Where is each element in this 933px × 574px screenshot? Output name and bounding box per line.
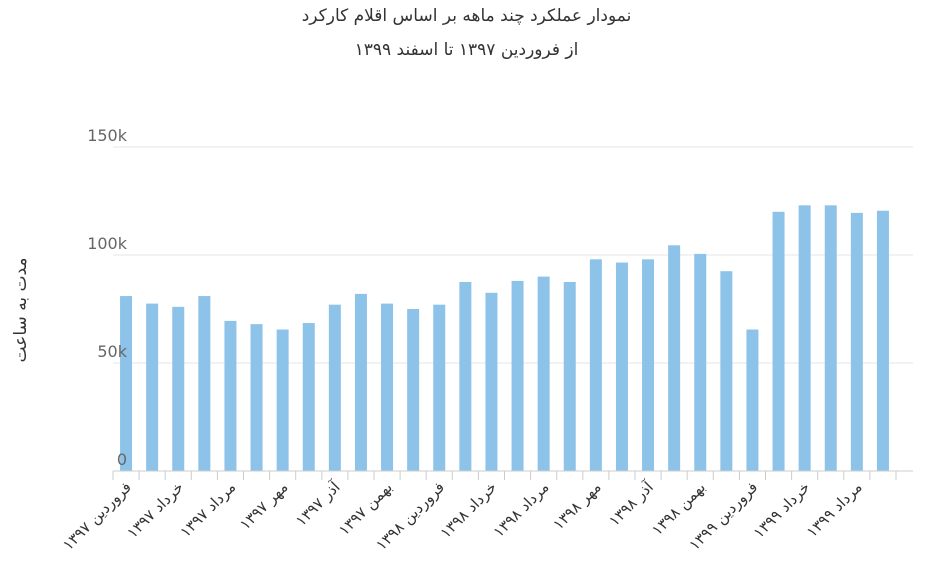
- x-tick-label: خرداد ۱۳۹۸: [437, 478, 501, 542]
- bar: [746, 329, 759, 471]
- x-tick-label: خرداد ۱۳۹۹: [750, 478, 814, 542]
- bar: [720, 271, 733, 471]
- bar: [876, 210, 889, 471]
- x-tick-label: فروردین ۱۳۹۷: [59, 478, 135, 554]
- bar: [563, 282, 576, 471]
- x-tick-label: مرداد ۱۳۹۸: [490, 478, 553, 541]
- bar: [459, 282, 472, 471]
- bar: [589, 259, 602, 471]
- bar: [798, 205, 811, 471]
- y-tick-label: 100k: [87, 234, 128, 253]
- bar: [276, 329, 289, 471]
- x-tick-label: مهر ۱۳۹۸: [549, 478, 604, 533]
- chart-title: نمودار عملکرد چند ماهه بر اساس اقلام کار…: [301, 6, 632, 26]
- y-axis-ticks: 0 50k 100k 150k: [87, 126, 128, 469]
- bar: [615, 262, 628, 471]
- bar: [824, 205, 837, 471]
- bar: [328, 304, 341, 471]
- bar: [694, 253, 707, 471]
- bar: [642, 259, 655, 471]
- x-tick-label: مرداد ۱۳۹۷: [176, 478, 239, 541]
- bar: [120, 296, 133, 471]
- y-tick-label: 0: [117, 450, 127, 469]
- bar: [537, 276, 550, 471]
- x-tick-label: آذر ۱۳۹۷: [292, 478, 344, 530]
- bar: [172, 306, 185, 471]
- y-tick-label: 50k: [97, 342, 127, 361]
- bar-series: [120, 205, 889, 472]
- bar: [302, 323, 315, 471]
- bar: [850, 212, 863, 471]
- bar: [433, 304, 446, 471]
- x-tick-label: مهر ۱۳۹۷: [236, 478, 291, 533]
- bar: [354, 293, 367, 471]
- bar: [407, 309, 420, 471]
- bar: [224, 320, 237, 471]
- x-axis: [112, 470, 913, 480]
- bar: [772, 211, 785, 472]
- bar: [485, 292, 498, 471]
- x-tick-label: خرداد ۱۳۹۷: [123, 478, 187, 542]
- y-axis-title: مدت به ساعت: [11, 258, 31, 363]
- chart-subtitle: از فروردین ۱۳۹۷ تا اسفند ۱۳۹۹: [354, 40, 579, 60]
- bar: [381, 303, 394, 471]
- bar: [198, 296, 211, 471]
- bar: [250, 324, 263, 471]
- bar: [511, 280, 524, 471]
- bar: [146, 303, 159, 471]
- bar: [668, 245, 681, 471]
- x-tick-label: آذر ۱۳۹۸: [605, 478, 657, 530]
- x-tick-label: مرداد ۱۳۹۹: [803, 478, 866, 541]
- y-tick-label: 150k: [87, 126, 128, 145]
